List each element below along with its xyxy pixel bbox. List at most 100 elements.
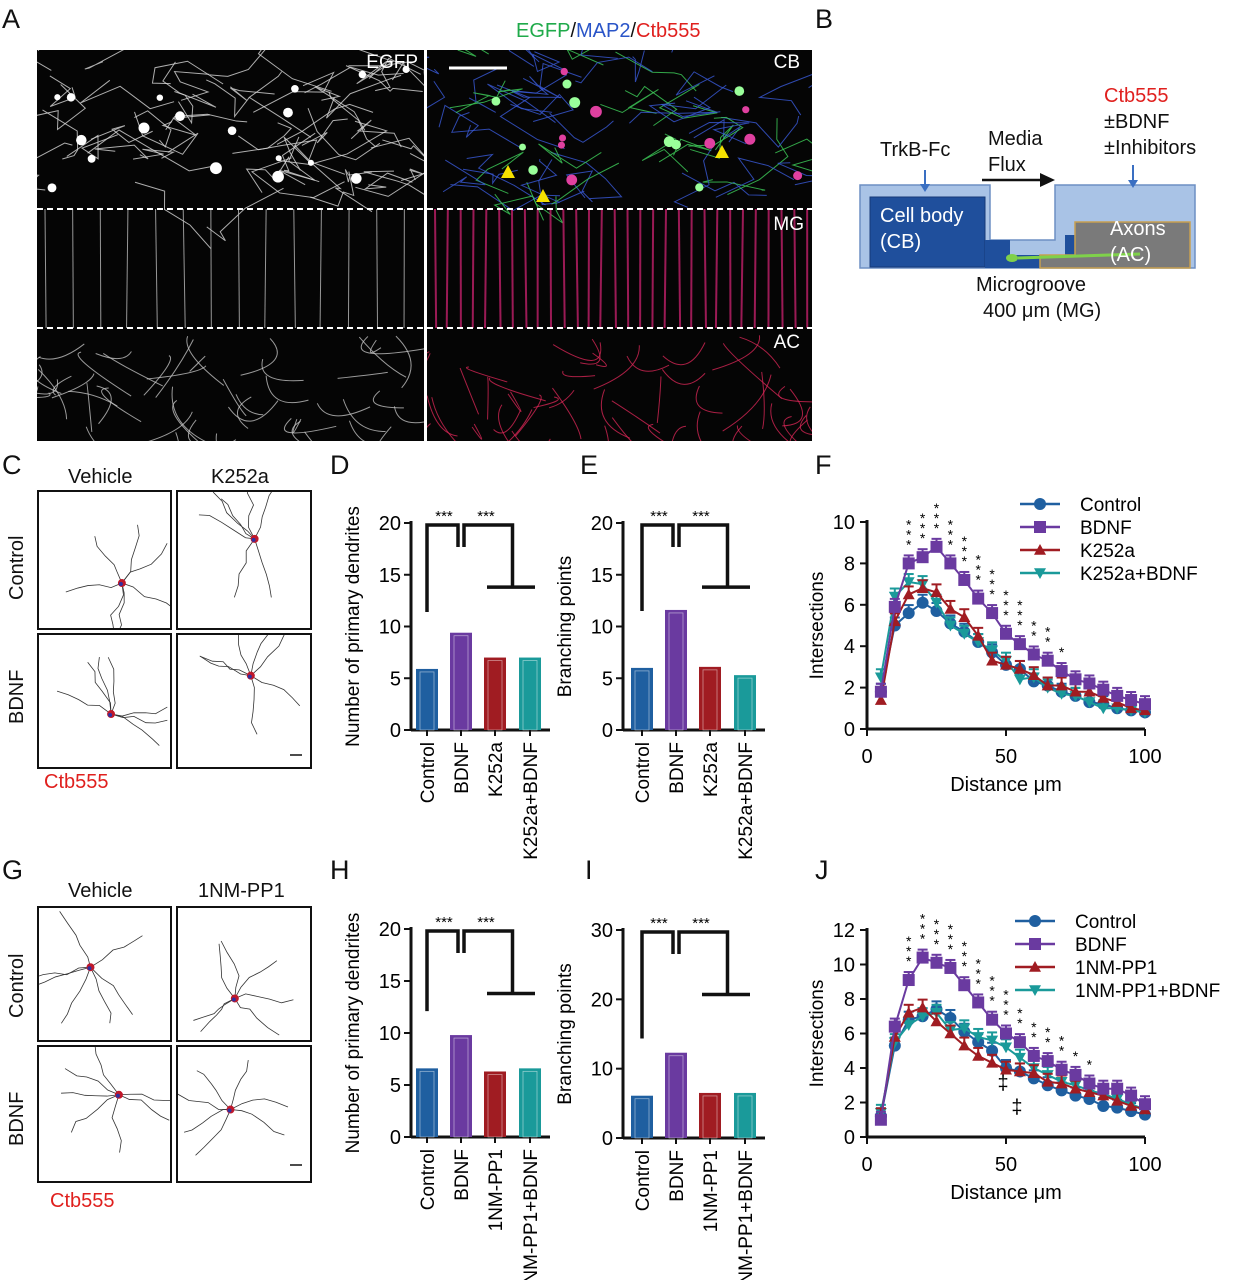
axon xyxy=(600,389,631,439)
axon xyxy=(37,368,68,420)
tracing-vehicle-control xyxy=(37,490,179,635)
dendrite-trace xyxy=(230,1060,249,1110)
axon xyxy=(722,374,772,432)
f-x-axis-label: Distance μm xyxy=(950,774,1062,796)
h-y-tick-label: 0 xyxy=(390,1127,401,1149)
j-y-axis-label: Intersections xyxy=(807,980,828,1088)
data-point xyxy=(1055,1077,1068,1089)
axon xyxy=(240,338,278,376)
axon xyxy=(732,425,743,441)
f-significance-stars: *** xyxy=(1003,587,1009,623)
data-point xyxy=(1125,694,1138,707)
microgroove-axon xyxy=(651,208,655,329)
data-point xyxy=(944,557,957,570)
data-point xyxy=(944,620,957,632)
neurite xyxy=(648,96,711,123)
axon xyxy=(712,335,760,371)
e-bar-k252a+bdnf xyxy=(734,675,756,730)
neurite xyxy=(370,137,424,162)
axon xyxy=(739,336,781,369)
significance-star: * xyxy=(1017,597,1023,613)
axon xyxy=(562,370,596,378)
axon xyxy=(77,351,132,397)
j-x-axis-label: Distance μm xyxy=(950,1182,1062,1204)
neurite xyxy=(549,112,614,143)
axon xyxy=(187,419,197,441)
neurite xyxy=(151,60,224,85)
neurite xyxy=(510,93,575,122)
neurite xyxy=(84,50,124,70)
i-bar-bdnf xyxy=(665,1052,687,1138)
data-point xyxy=(1069,673,1082,686)
significance-star: * xyxy=(962,553,968,569)
tracing-vehicle-bdnf xyxy=(37,633,172,769)
axon xyxy=(661,369,706,385)
data-point xyxy=(1034,498,1046,510)
d-bar-k252a+bdnf xyxy=(519,657,541,730)
neurite xyxy=(487,83,556,123)
axon xyxy=(37,356,62,394)
data-point xyxy=(958,611,971,623)
neurite xyxy=(37,142,73,159)
f-y-tick-label: 10 xyxy=(833,512,855,534)
significance-star: * xyxy=(934,520,940,536)
nucleus-marker xyxy=(227,1108,232,1113)
j-legend-label: 1NM-PP1 xyxy=(1075,958,1157,979)
axon xyxy=(101,387,142,423)
title-sep: / xyxy=(630,20,637,42)
neurite xyxy=(37,84,87,131)
axon xyxy=(471,423,483,440)
significance-star: * xyxy=(934,936,940,952)
j-cross-annotation: ‡ xyxy=(997,1072,1008,1094)
tracing-1nmpp1-control xyxy=(176,906,312,1042)
axon xyxy=(38,343,85,360)
axon xyxy=(783,415,797,441)
axon xyxy=(593,345,640,390)
microgroove-axon xyxy=(626,208,630,329)
d-y-tick-label: 20 xyxy=(379,513,401,535)
dendrite-trace xyxy=(250,675,258,735)
panel-letter-j: J xyxy=(815,855,829,885)
dendrite-trace xyxy=(199,655,251,677)
microgroove-axon xyxy=(44,208,47,329)
axon xyxy=(175,432,179,441)
cell-body xyxy=(695,183,704,192)
dendrite-trace xyxy=(250,630,287,676)
neurite xyxy=(278,120,388,165)
significance-star: * xyxy=(1003,597,1009,613)
panel-letter-b: B xyxy=(815,4,834,34)
axon xyxy=(656,376,662,424)
dendrite-trace xyxy=(33,966,91,979)
axon xyxy=(466,366,508,383)
f-significance-stars: *** xyxy=(934,500,940,536)
i-significance-label-2: *** xyxy=(692,915,710,932)
f-significance-stars: *** xyxy=(989,566,995,602)
data-point xyxy=(874,1113,887,1126)
significance-star: * xyxy=(920,931,926,947)
significance-star: * xyxy=(989,993,995,1009)
j-y-tick-label: 2 xyxy=(844,1093,855,1115)
e-y-tick-label: 0 xyxy=(602,720,613,742)
axon xyxy=(148,411,193,441)
significance-star: * xyxy=(934,500,940,516)
ctb555-label: Ctb555 xyxy=(1104,85,1169,107)
neurite xyxy=(206,79,250,118)
data-point xyxy=(930,1015,943,1027)
neurite xyxy=(688,122,750,145)
data-point xyxy=(1013,674,1026,686)
cell-body-compartment xyxy=(869,196,986,268)
f-significance-stars: *** xyxy=(920,510,926,546)
cell-body xyxy=(569,97,581,109)
significance-star: * xyxy=(1017,607,1023,623)
dendrite-trace xyxy=(200,998,235,1032)
neurite xyxy=(363,170,424,195)
cell-body xyxy=(210,162,222,175)
i-bar-1nm-pp1+bdnf xyxy=(734,1092,756,1138)
neurite xyxy=(777,162,812,186)
neuron-soma-icon xyxy=(1006,254,1018,262)
data-point xyxy=(986,1044,999,1057)
dendrite-trace xyxy=(118,1093,178,1102)
neurite xyxy=(511,74,568,98)
cell-body xyxy=(590,105,602,118)
cell-body xyxy=(156,94,164,101)
